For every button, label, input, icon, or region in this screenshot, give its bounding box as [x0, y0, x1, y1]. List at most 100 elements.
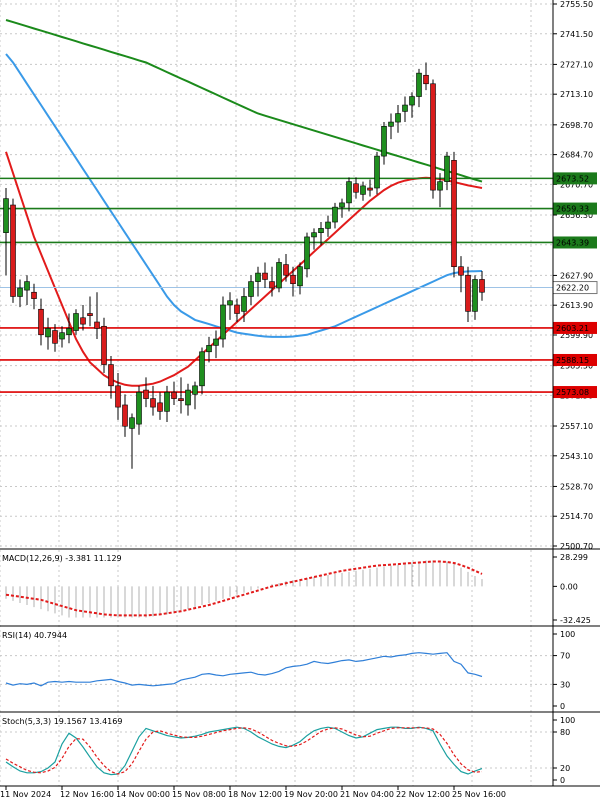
bullish-candle — [185, 389, 191, 406]
level-label-text: 2643.39 — [556, 238, 589, 247]
macd-tick-label: -32.425 — [560, 616, 591, 625]
price-tick-label: 2713.10 — [560, 90, 593, 99]
level-label-box — [553, 236, 597, 249]
bearish-candle — [94, 321, 100, 329]
x-axis-label: 15 Nov 08:00 — [172, 790, 226, 799]
x-axis-label: 11 Nov 2024 — [0, 790, 51, 799]
bearish-candle — [143, 389, 149, 399]
bearish-candle — [122, 404, 128, 427]
price-tick-label: 2585.50 — [560, 362, 593, 371]
level-label-text: 2659.33 — [556, 205, 589, 214]
bearish-candle — [283, 264, 289, 276]
bullish-candle — [311, 232, 317, 238]
bullish-candle — [360, 185, 366, 195]
x-axis-label: 18 Nov 12:00 — [228, 790, 282, 799]
rsi-tick-label: 70 — [560, 652, 570, 661]
stoch-tick-label: 80 — [560, 728, 570, 737]
bullish-candle — [381, 126, 387, 157]
bearish-candle — [38, 308, 44, 336]
blue-moving-average-line — [5, 53, 483, 338]
bullish-candle — [248, 281, 254, 297]
price-tick-label: 2727.10 — [560, 60, 593, 69]
stoch-tick-label: 0 — [560, 776, 565, 785]
bullish-candle — [346, 181, 352, 204]
bullish-candle — [3, 198, 9, 233]
bearish-candle — [367, 187, 373, 191]
price-tick-label: 2627.90 — [560, 271, 593, 280]
last-price-text: 2622.20 — [556, 284, 589, 293]
bullish-candle — [199, 351, 205, 387]
bullish-candle — [164, 391, 170, 412]
green-moving-average-line — [5, 19, 483, 183]
bullish-candle — [17, 287, 23, 297]
price-tick-label: 2514.70 — [560, 512, 593, 521]
bullish-candle — [325, 221, 331, 229]
bullish-candle — [402, 104, 408, 112]
bullish-candle — [388, 121, 394, 127]
bearish-candle — [87, 313, 93, 316]
price-tick-label: 2698.70 — [560, 121, 593, 130]
price-tick-label: 2543.10 — [560, 452, 593, 461]
bearish-candle — [262, 272, 268, 280]
bullish-candle — [339, 202, 345, 208]
bullish-candle — [192, 385, 198, 395]
x-axis-label: 14 Nov 00:00 — [116, 790, 170, 799]
x-axis-label: 12 Nov 16:00 — [60, 790, 114, 799]
bearish-candle — [290, 274, 296, 285]
x-axis-label: 25 Nov 16:00 — [452, 790, 506, 799]
bullish-candle — [227, 300, 233, 306]
bearish-candle — [178, 398, 184, 402]
bearish-candle — [10, 204, 16, 297]
price-tick-label: 2613.90 — [560, 301, 593, 310]
stoch-tick-label: 20 — [560, 764, 570, 773]
bearish-candle — [465, 274, 471, 312]
level-label-box — [553, 202, 597, 215]
bearish-candle — [269, 281, 275, 289]
stoch-tick-label: 100 — [560, 716, 575, 725]
bullish-candle — [59, 332, 65, 340]
bullish-candle — [45, 328, 51, 338]
rsi-tick-label: 100 — [560, 630, 575, 639]
rsi-tick-label: 0 — [560, 702, 565, 711]
macd-signal-line — [5, 560, 483, 617]
bullish-candle — [297, 266, 303, 287]
price-tick-label: 2500.70 — [560, 542, 593, 551]
level-label-text: 2588.15 — [556, 356, 589, 365]
bullish-candle — [395, 113, 401, 123]
bullish-candle — [73, 313, 79, 331]
macd-tick-label: 28.299 — [560, 553, 588, 562]
rsi-tick-label: 30 — [560, 680, 570, 689]
bullish-candle — [374, 155, 380, 189]
price-tick-label: 2755.50 — [560, 0, 593, 9]
bullish-candle — [332, 206, 338, 223]
bullish-candle — [444, 155, 450, 182]
bullish-candle — [213, 338, 219, 346]
price-tick-label: 2670.70 — [560, 180, 593, 189]
bullish-candle — [136, 391, 142, 425]
level-label-text: 2603.21 — [556, 324, 589, 333]
level-label-box — [553, 321, 597, 334]
price-tick-label: 2599.90 — [560, 331, 593, 340]
bearish-candle — [234, 304, 240, 314]
bearish-candle — [80, 317, 86, 325]
bearish-candle — [353, 183, 359, 193]
bearish-candle — [108, 364, 114, 387]
price-tick-label: 2528.70 — [560, 482, 593, 491]
bullish-candle — [66, 328, 72, 336]
x-axis-label: 22 Nov 12:00 — [396, 790, 450, 799]
bullish-candle — [255, 272, 261, 282]
bullish-candle — [241, 296, 247, 312]
bullish-candle — [220, 304, 226, 340]
price-tick-label: 2741.50 — [560, 30, 593, 39]
bullish-candle — [472, 279, 478, 312]
bullish-candle — [437, 181, 443, 191]
bearish-candle — [423, 74, 429, 85]
bullish-candle — [318, 228, 324, 233]
bearish-candle — [451, 160, 457, 268]
bullish-candle — [276, 262, 282, 289]
bearish-candle — [31, 291, 37, 299]
level-label-box — [553, 353, 597, 366]
bearish-candle — [157, 402, 163, 412]
